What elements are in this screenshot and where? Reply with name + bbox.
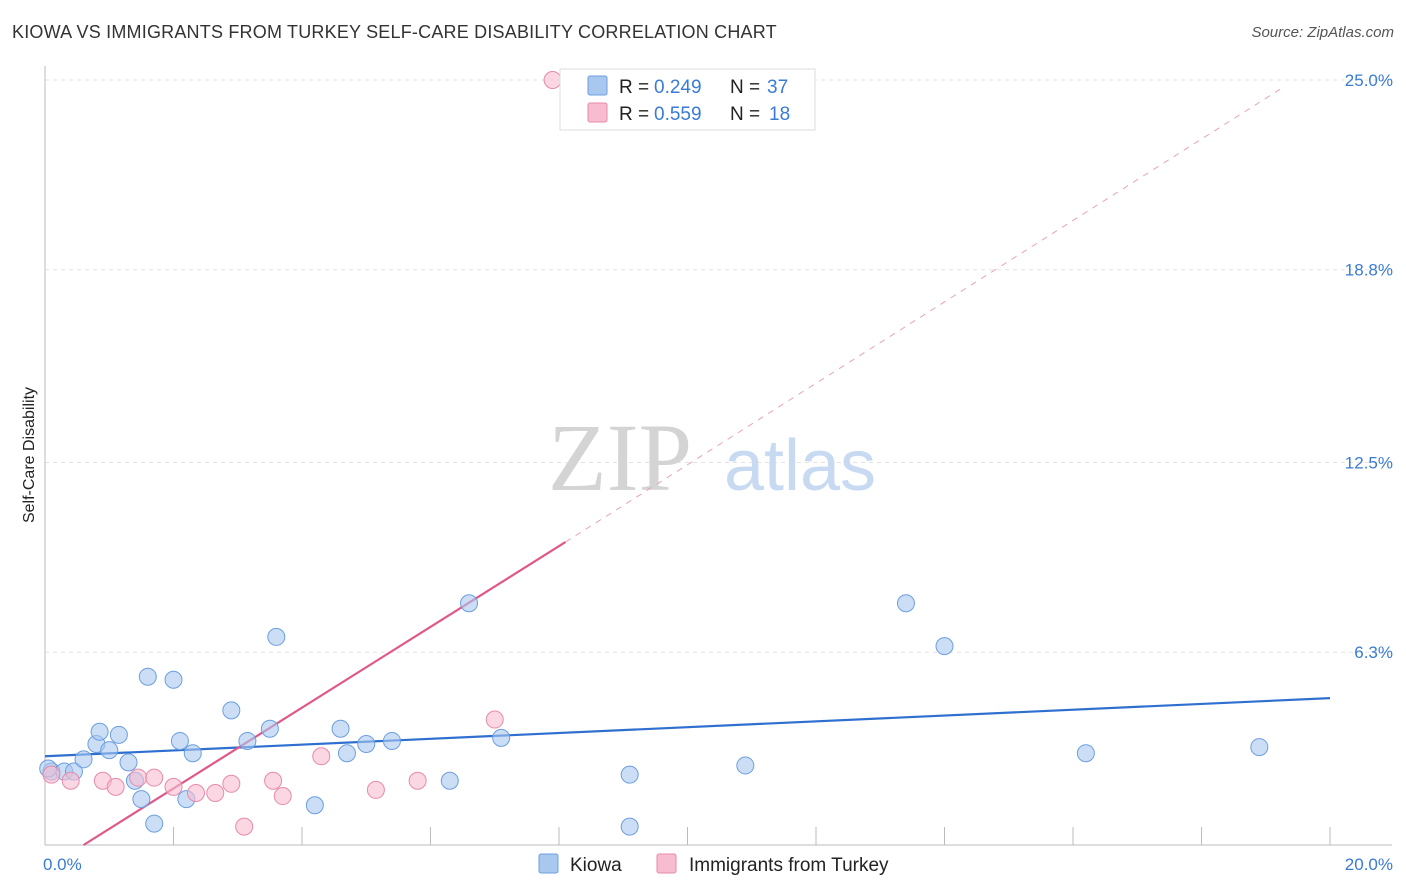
point-kiowa-32 — [896, 594, 915, 613]
chart-title: KIOWA VS IMMIGRANTS FROM TURKEY SELF-CAR… — [12, 22, 777, 42]
x-tick-label-1: 20.0% — [1345, 855, 1393, 874]
point-turkey-14 — [366, 780, 385, 799]
point-kiowa-25 — [382, 731, 401, 750]
point-kiowa-16 — [183, 744, 202, 763]
point-kiowa-27 — [460, 594, 479, 613]
watermark-atlas: atlas — [724, 426, 876, 506]
point-kiowa-19 — [260, 719, 279, 738]
y-axis-label: Self-Care Disability — [21, 387, 38, 523]
gridlines — [45, 79, 1392, 653]
legend-r-value-turkey: 0.559 — [654, 104, 702, 125]
watermark-zip: ZIP — [548, 404, 692, 511]
point-turkey-0 — [42, 765, 61, 784]
x-tick-label-0: 0.0% — [43, 855, 82, 874]
point-turkey-7 — [186, 783, 205, 802]
bottom-legend-label-kiowa: Kiowa — [570, 855, 622, 876]
point-turkey-12 — [273, 787, 292, 806]
point-kiowa-12 — [145, 814, 164, 833]
data-points — [39, 71, 1269, 836]
point-kiowa-33 — [935, 637, 954, 656]
point-kiowa-5 — [90, 722, 109, 741]
legend-r-label-turkey: R = — [619, 104, 649, 125]
point-kiowa-34 — [1076, 744, 1095, 763]
y-tick-label-0: 6.3% — [1354, 643, 1393, 662]
point-kiowa-8 — [119, 753, 138, 772]
point-kiowa-30 — [620, 817, 639, 836]
point-turkey-1 — [61, 771, 80, 790]
tick-labels: 6.3% 12.5% 18.8% 25.0% 0.0% 20.0% — [43, 71, 1393, 874]
point-turkey-16 — [485, 710, 504, 729]
bottom-legend: Kiowa Immigrants from Turkey — [538, 853, 889, 876]
y-tick-label-1: 12.5% — [1345, 454, 1393, 473]
point-kiowa-21 — [305, 796, 324, 815]
legend-n-value-kiowa: 37 — [767, 77, 788, 98]
point-kiowa-22 — [331, 719, 350, 738]
point-turkey-3 — [106, 777, 125, 796]
legend-n-label-turkey: N = — [730, 104, 760, 125]
point-kiowa-20 — [267, 627, 286, 646]
point-kiowa-23 — [337, 744, 356, 763]
legend-swatch-turkey — [587, 102, 608, 123]
legend-swatch-kiowa — [587, 75, 608, 96]
legend-r-label-kiowa: R = — [619, 77, 649, 98]
trend-line-0 — [44, 697, 1331, 758]
axes — [44, 66, 1392, 846]
point-kiowa-17 — [222, 701, 241, 720]
bottom-legend-swatch-turkey — [656, 853, 677, 874]
point-turkey-6 — [164, 777, 183, 796]
point-turkey-15 — [408, 771, 427, 790]
watermark: ZIP atlas — [548, 404, 876, 511]
point-turkey-17 — [543, 71, 562, 89]
bottom-legend-swatch-kiowa — [538, 853, 559, 874]
point-kiowa-29 — [620, 765, 639, 784]
point-kiowa-35 — [1250, 738, 1269, 757]
y-tick-label-3: 25.0% — [1345, 71, 1393, 90]
point-turkey-4 — [129, 768, 148, 787]
legend-n-value-turkey: 18 — [769, 104, 790, 125]
point-turkey-9 — [222, 774, 241, 793]
y-tick-label-2: 18.8% — [1345, 261, 1393, 280]
point-kiowa-13 — [164, 670, 183, 689]
point-turkey-11 — [264, 771, 283, 790]
point-turkey-13 — [312, 747, 331, 766]
trend-line-1 — [82, 541, 567, 846]
point-kiowa-11 — [138, 667, 157, 686]
point-kiowa-26 — [440, 771, 459, 790]
trend-lines — [44, 85, 1331, 846]
point-turkey-10 — [235, 817, 254, 836]
point-turkey-8 — [206, 783, 225, 802]
bottom-legend-label-turkey: Immigrants from Turkey — [689, 855, 889, 876]
legend: R = 0.249 N = 37 R = 0.559 N = 18 — [559, 68, 816, 131]
point-kiowa-31 — [736, 756, 755, 775]
point-kiowa-24 — [357, 735, 376, 754]
point-kiowa-6 — [100, 741, 119, 760]
point-kiowa-10 — [132, 790, 151, 809]
legend-r-value-kiowa: 0.249 — [654, 77, 702, 98]
point-turkey-5 — [145, 768, 164, 787]
trend-line-extension-1 — [565, 85, 1286, 543]
legend-n-label-kiowa: N = — [730, 77, 760, 98]
point-kiowa-3 — [74, 750, 93, 769]
point-kiowa-7 — [109, 725, 128, 744]
source-label: Source: ZipAtlas.com — [1251, 24, 1394, 41]
point-kiowa-28 — [492, 728, 511, 747]
point-kiowa-18 — [238, 731, 257, 750]
point-kiowa-14 — [170, 731, 189, 750]
